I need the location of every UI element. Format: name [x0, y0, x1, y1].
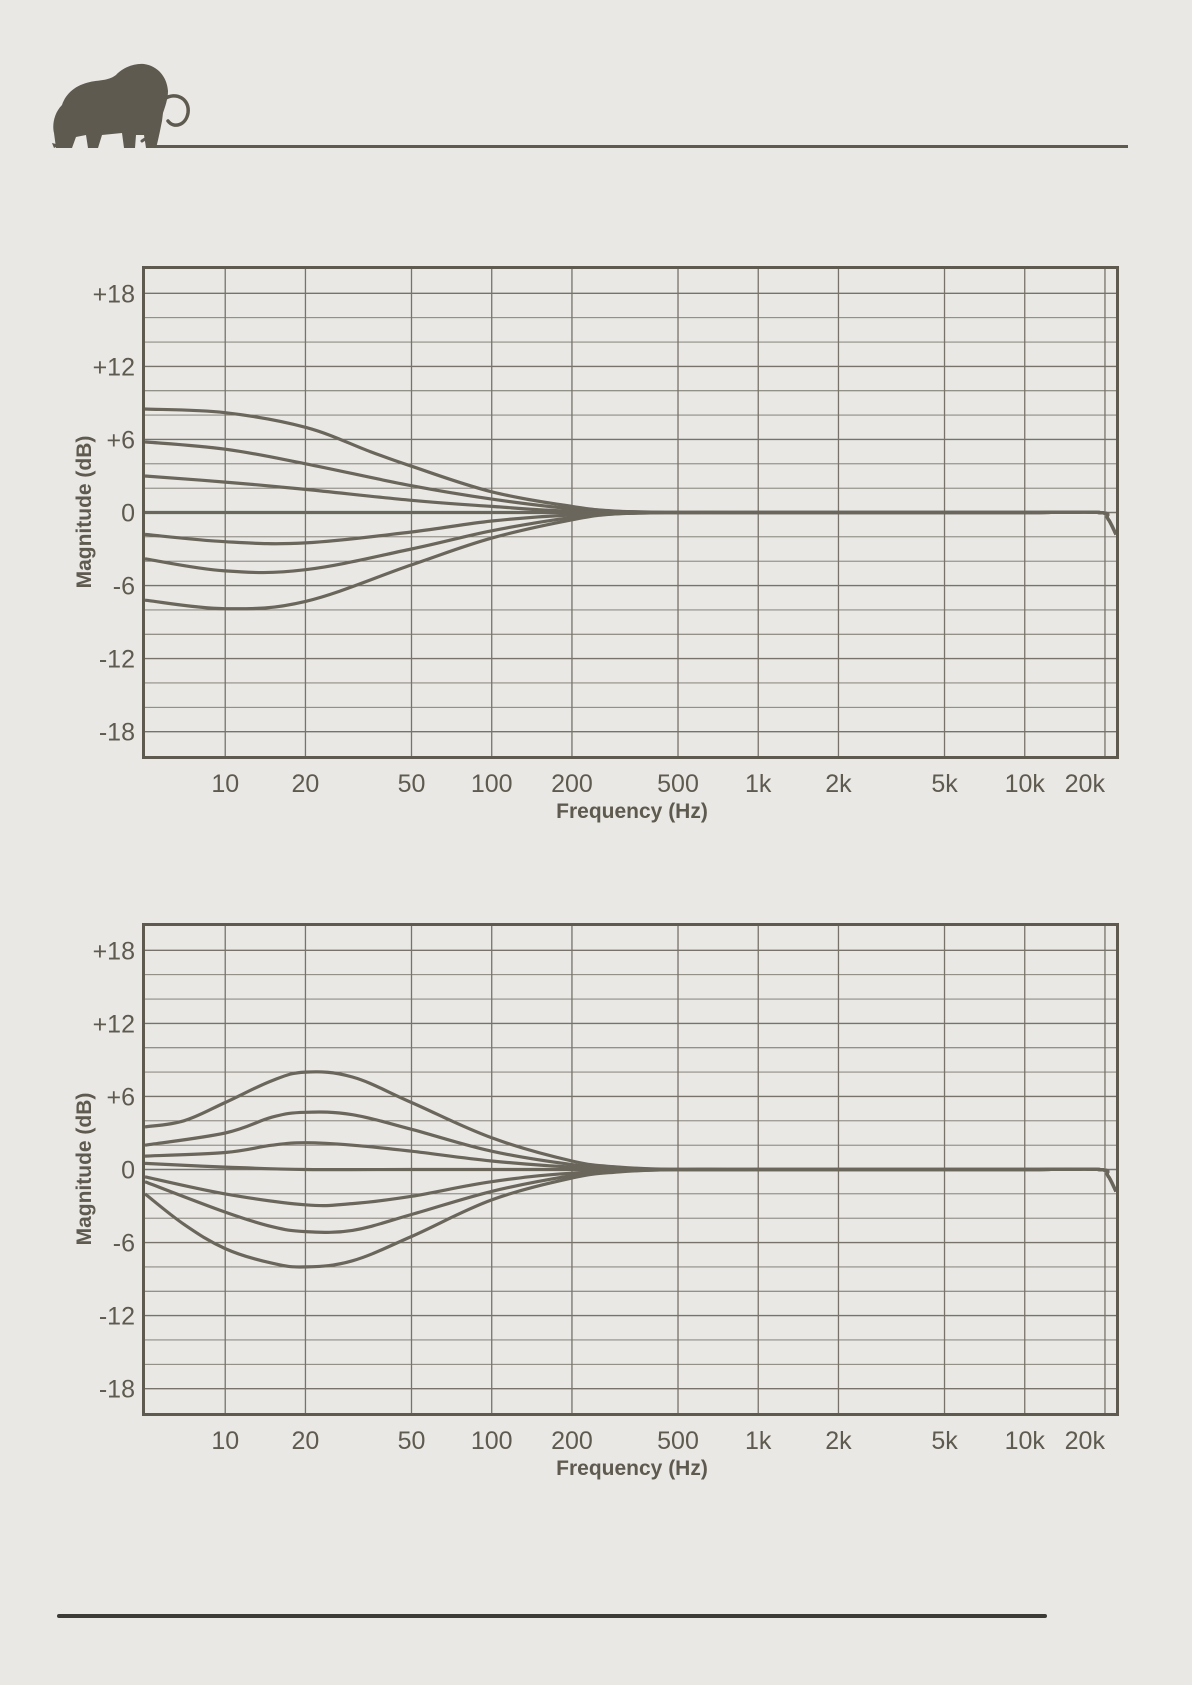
y-tick-label: -6	[113, 1230, 135, 1258]
series-line-5	[144, 1167, 1118, 1208]
x-tick-label: 100	[471, 770, 513, 798]
x-tick-label: 2k	[825, 1427, 852, 1455]
x-tick-label: 20k	[1065, 1427, 1106, 1455]
y-tick-label: +18	[93, 937, 135, 965]
y-tick-label: -18	[99, 719, 135, 747]
x-tick-label: 1k	[745, 770, 772, 798]
x-tick-label: 200	[551, 770, 593, 798]
x-tick-label: 20	[292, 770, 320, 798]
x-tick-label: 5k	[931, 770, 958, 798]
x-tick-label: 10	[211, 1427, 239, 1455]
footer-rule	[57, 1614, 1047, 1618]
x-tick-label: 200	[551, 1427, 593, 1455]
y-tick-label: +12	[93, 353, 135, 381]
series-line-5	[144, 510, 1118, 546]
x-tick-label: 20	[292, 1427, 320, 1455]
y-tick-label: -18	[99, 1376, 135, 1404]
x-axis-label: Frequency (Hz)	[556, 1457, 708, 1480]
series-line-6	[144, 1167, 1118, 1234]
chart-low-shelf: +18 +12 +6 0 -6 -12 -18 10 20 50 100 200 500 1k 2k 5k 1…	[0, 240, 1192, 860]
y-tick-label: +12	[93, 1010, 135, 1038]
x-axis-label: Frequency (Hz)	[556, 800, 708, 823]
series-line-7	[144, 1167, 1118, 1269]
series-line-3	[144, 474, 1118, 536]
y-tick-label: +18	[93, 280, 135, 308]
chart-bell: +18 +12 +6 0 -6 -12 -18 10 20 50 100 200 500 1k 2k 5k 1…	[0, 897, 1192, 1517]
series-line-4	[144, 510, 1118, 536]
x-tick-label: 500	[657, 770, 699, 798]
x-tick-label: 10k	[1005, 1427, 1046, 1455]
x-tick-label: 20k	[1065, 770, 1106, 798]
x-tick-label: 50	[398, 770, 426, 798]
series-line-7	[144, 510, 1118, 611]
y-tick-label: +6	[106, 426, 135, 454]
y-tick-label: -6	[113, 573, 135, 601]
header-rule	[148, 145, 1128, 148]
y-axis-label: Magnitude (dB)	[73, 1093, 96, 1246]
x-tick-label: 1k	[745, 1427, 772, 1455]
series-line-2	[144, 1110, 1118, 1193]
x-tick-label: 2k	[825, 770, 852, 798]
x-tick-label: 100	[471, 1427, 513, 1455]
y-tick-label: 0	[121, 1157, 135, 1185]
mammoth-logo-icon	[50, 55, 200, 155]
x-tick-label: 5k	[931, 1427, 958, 1455]
y-axis-label: Magnitude (dB)	[73, 436, 96, 589]
series-line-1	[144, 407, 1118, 536]
x-tick-label: 10k	[1005, 770, 1046, 798]
y-tick-label: +6	[106, 1083, 135, 1111]
y-tick-label: -12	[99, 1303, 135, 1331]
x-tick-label: 50	[398, 1427, 426, 1455]
x-tick-label: 500	[657, 1427, 699, 1455]
y-tick-label: 0	[121, 500, 135, 528]
series-line-1	[144, 1070, 1118, 1193]
y-tick-label: -12	[99, 646, 135, 674]
x-tick-label: 10	[211, 770, 239, 798]
